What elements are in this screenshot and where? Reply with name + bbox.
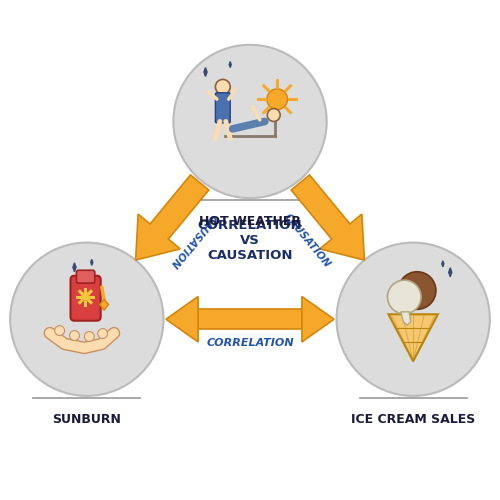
- Text: CORRELATION: CORRELATION: [206, 338, 294, 348]
- Text: HOT WEATHER: HOT WEATHER: [199, 216, 301, 228]
- Circle shape: [388, 280, 421, 314]
- Circle shape: [216, 80, 230, 94]
- Polygon shape: [90, 260, 93, 266]
- Text: CAUSATION: CAUSATION: [168, 212, 218, 270]
- Text: SUNBURN: SUNBURN: [52, 413, 122, 426]
- Polygon shape: [166, 296, 198, 342]
- FancyBboxPatch shape: [216, 93, 230, 123]
- Circle shape: [81, 292, 90, 302]
- Polygon shape: [302, 296, 334, 342]
- Polygon shape: [100, 300, 108, 310]
- Polygon shape: [204, 68, 207, 76]
- Polygon shape: [136, 175, 209, 260]
- Circle shape: [398, 272, 436, 310]
- Circle shape: [54, 326, 64, 336]
- Polygon shape: [388, 314, 438, 361]
- Circle shape: [84, 332, 94, 342]
- Circle shape: [98, 328, 108, 338]
- FancyBboxPatch shape: [76, 270, 94, 283]
- Text: CORRELATION
VS
CAUSATION: CORRELATION VS CAUSATION: [198, 220, 302, 262]
- Polygon shape: [73, 263, 76, 272]
- Polygon shape: [442, 261, 444, 267]
- Polygon shape: [448, 268, 452, 276]
- Circle shape: [10, 242, 164, 396]
- Circle shape: [267, 89, 287, 110]
- Polygon shape: [198, 310, 302, 329]
- Polygon shape: [291, 175, 364, 260]
- Polygon shape: [401, 312, 410, 325]
- Circle shape: [268, 108, 280, 122]
- Circle shape: [70, 330, 80, 340]
- Circle shape: [174, 45, 326, 198]
- Text: ICE CREAM SALES: ICE CREAM SALES: [351, 413, 476, 426]
- Text: CAUSATION: CAUSATION: [282, 212, 332, 270]
- FancyBboxPatch shape: [70, 276, 101, 320]
- Polygon shape: [229, 62, 232, 68]
- Circle shape: [336, 242, 490, 396]
